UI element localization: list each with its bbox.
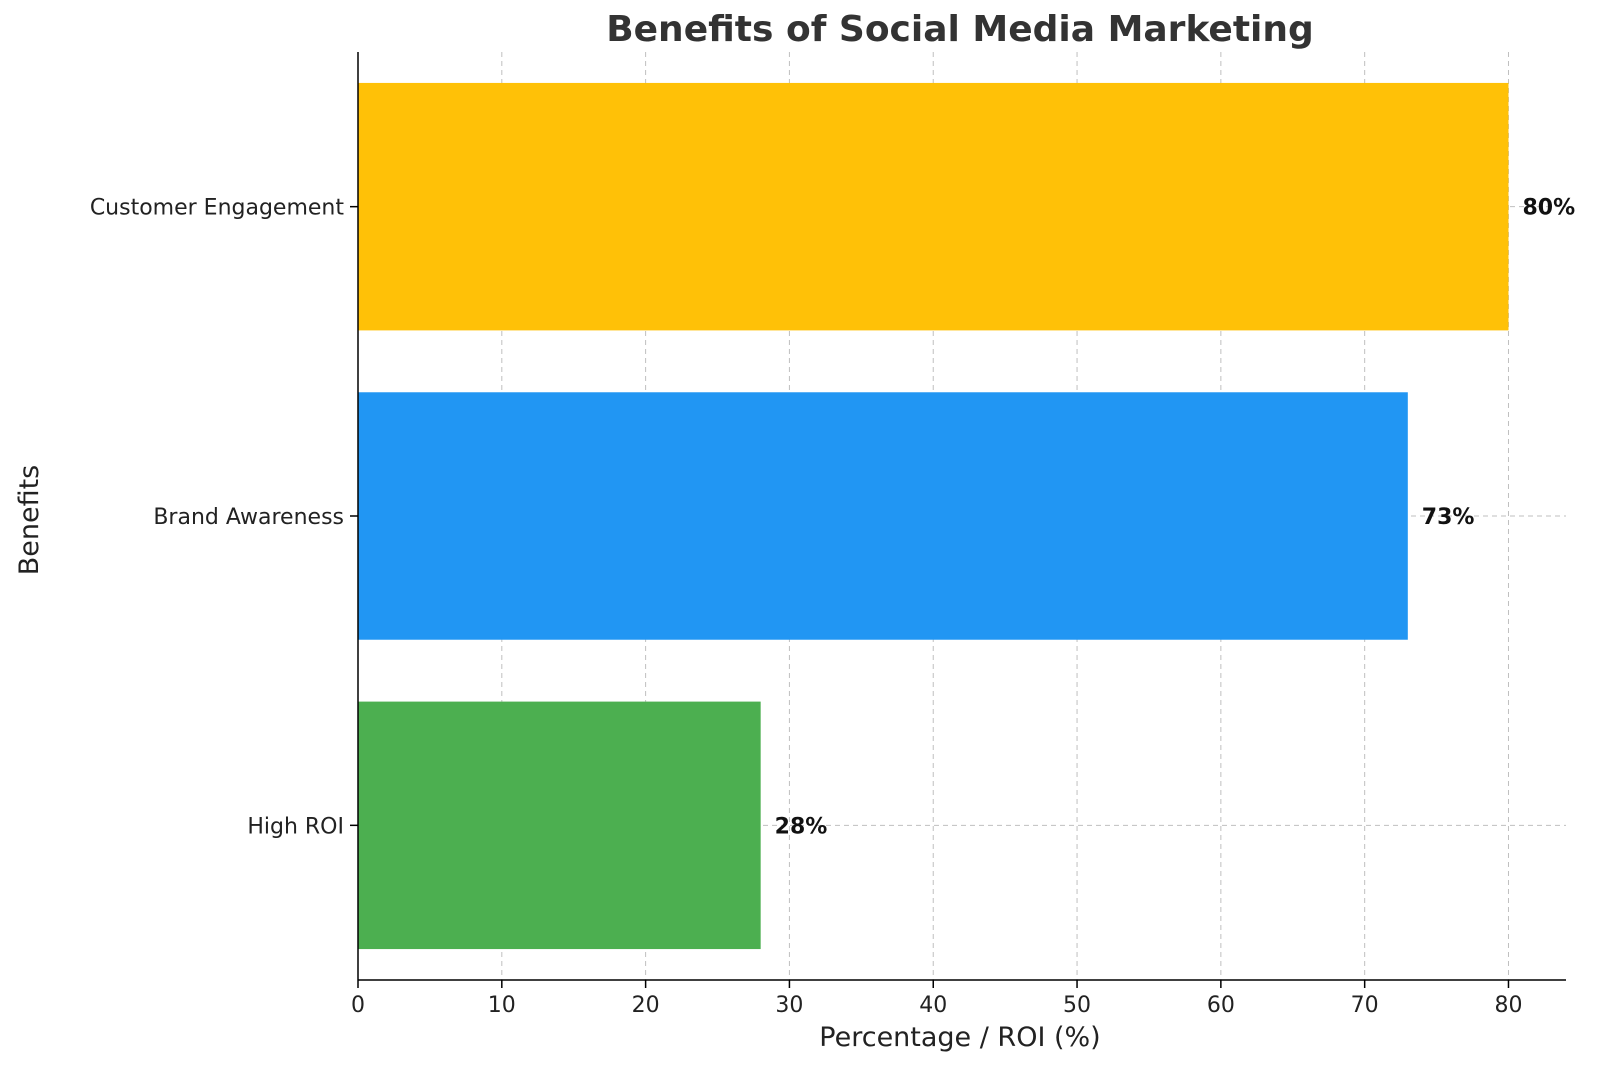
y-axis-label: Benefits — [14, 465, 45, 576]
x-axis-label: Percentage / ROI (%) — [819, 1022, 1100, 1053]
x-tick-label: 60 — [1207, 993, 1235, 1018]
x-tick-label: 80 — [1494, 993, 1522, 1018]
x-tick-label: 0 — [351, 993, 365, 1018]
x-tick-label: 10 — [488, 993, 516, 1018]
bar — [358, 701, 761, 950]
y-tick-label: Customer Engagement — [90, 196, 345, 221]
bar — [358, 392, 1408, 640]
labels-layer: 0 10 20 30 40 50 60 70 80 High ROI 28% Brand Awaren… — [90, 196, 1575, 1018]
y-tick-label: Brand Awareness — [153, 505, 344, 530]
x-tick-label: 50 — [1063, 993, 1091, 1018]
axes-layer — [350, 52, 1566, 988]
x-tick-label: 40 — [919, 993, 947, 1018]
bars-layer — [358, 82, 1509, 950]
x-tick-label: 20 — [632, 993, 660, 1018]
y-tick-label: High ROI — [247, 814, 344, 839]
data-label: 80% — [1522, 196, 1575, 221]
x-tick-label: 70 — [1351, 993, 1379, 1018]
data-label: 28% — [775, 814, 828, 839]
chart-title: Benefits of Social Media Marketing — [606, 9, 1314, 50]
data-label: 73% — [1422, 505, 1475, 530]
bar — [358, 82, 1509, 331]
x-tick-label: 30 — [775, 993, 803, 1018]
